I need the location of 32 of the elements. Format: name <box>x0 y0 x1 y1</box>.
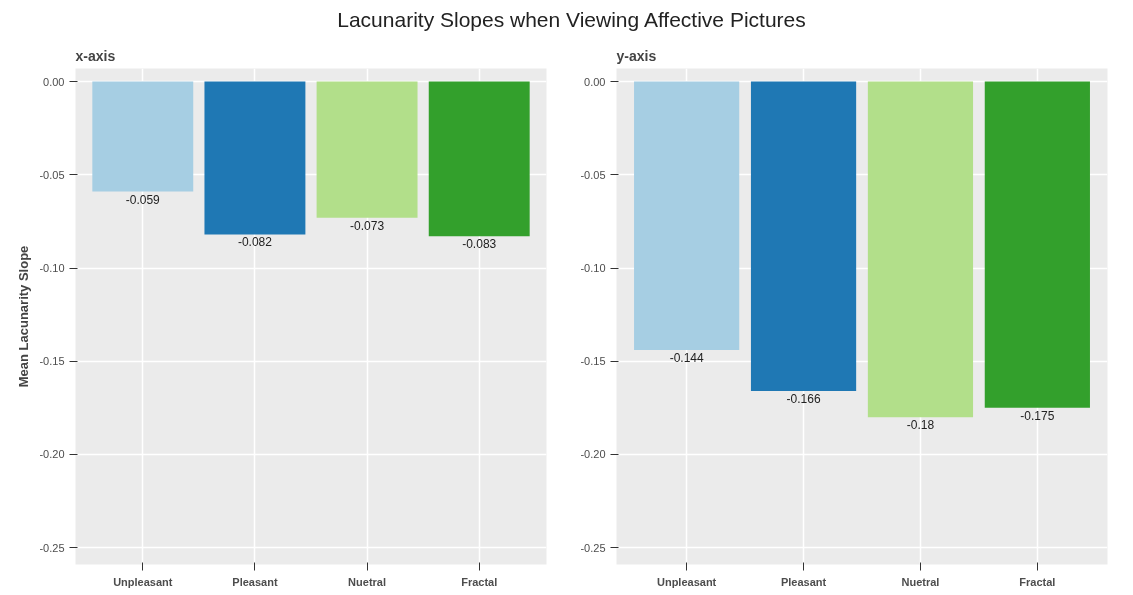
data-label: -0.059 <box>125 192 161 207</box>
y-tick-label: -0.15 <box>39 355 65 368</box>
y-tick-label: -0.05 <box>580 168 606 181</box>
data-label: -0.082 <box>237 235 273 250</box>
y-axis-title: Mean Lacunarity Slope <box>16 245 32 388</box>
data-label: -0.073 <box>350 218 385 233</box>
chart-subtitle: y-axis <box>616 47 657 64</box>
x-tick-label: Fractal <box>1019 575 1056 588</box>
chart-subtitle: x-axis <box>75 47 116 64</box>
data-label: -0.083 <box>462 237 497 252</box>
y-tick-label: -0.25 <box>39 541 65 554</box>
y-tick-label: 0.00 <box>584 75 606 88</box>
y-tick-label: -0.10 <box>39 262 65 275</box>
chart-title: Lacunarity Slopes when Viewing Affective Pictures <box>337 7 806 33</box>
y-tick-label: -0.20 <box>39 448 65 461</box>
data-label: -0.166 <box>786 392 821 407</box>
data-label: -0.144 <box>669 351 704 366</box>
data-label: -0.18 <box>906 418 935 433</box>
x-tick-label: Unpleasant <box>113 575 173 588</box>
y-tick-label: -0.10 <box>580 262 606 275</box>
y-tick-label: 0.00 <box>43 75 65 88</box>
x-tick-label: Nuetral <box>901 575 940 588</box>
x-tick-label: Unpleasant <box>657 575 717 588</box>
x-tick-label: Nuetral <box>348 575 387 588</box>
x-tick-label: Pleasant <box>232 575 278 588</box>
y-tick-label: -0.05 <box>39 168 65 181</box>
x-tick-label: Pleasant <box>780 575 827 588</box>
y-tick-label: -0.20 <box>580 448 606 461</box>
x-tick-label: Fractal <box>461 575 498 588</box>
y-tick-label: -0.15 <box>580 355 606 368</box>
y-tick-label: -0.25 <box>580 541 606 554</box>
data-label: -0.175 <box>1020 408 1055 423</box>
